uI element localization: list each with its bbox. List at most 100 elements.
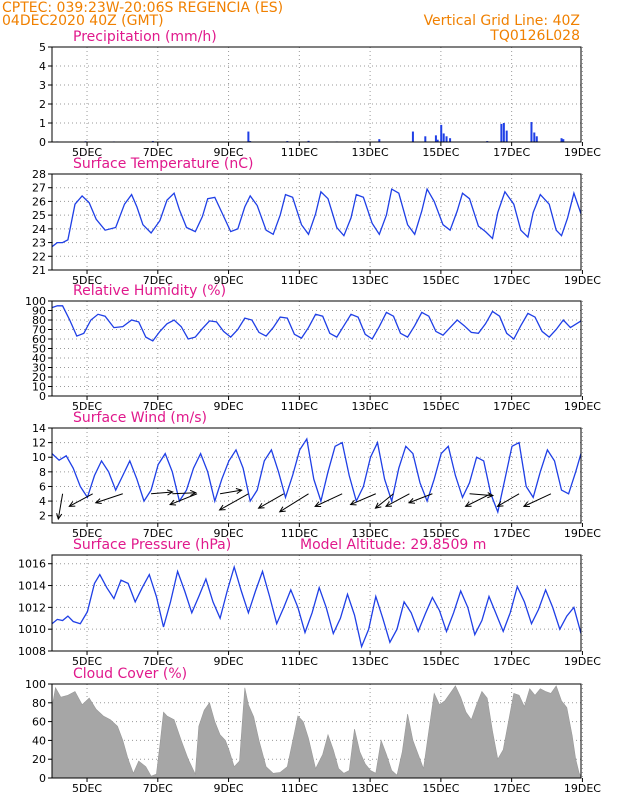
- header-date: 04DEC2020 40Z (GMT): [2, 13, 164, 29]
- y-tick-label: 10: [32, 451, 46, 464]
- precipitation-panel: 0 1 2 3 4 5 5DEC 7DEC 9DEC 11DEC 13DEC 15DEC 17DEC 19…: [39, 29, 601, 159]
- precip-bar: [378, 139, 381, 142]
- x-tick-label: 9DEC: [214, 655, 244, 668]
- wind-arrow-head: [189, 489, 197, 496]
- precip-bar: [424, 136, 427, 142]
- precip-bar: [434, 135, 437, 142]
- wind-arrow: [95, 493, 123, 504]
- x-tick-label: 11DEC: [281, 400, 318, 413]
- y-tick-label: 30: [32, 362, 46, 375]
- x-tick-label: 17DEC: [493, 400, 530, 413]
- y-tick-label: 12: [32, 437, 46, 450]
- precip-bar: [440, 124, 443, 142]
- y-tick-label: 1014: [18, 580, 46, 593]
- temp-line: [51, 187, 582, 248]
- x-tick-label: 13DEC: [352, 527, 389, 540]
- y-tick-label: 0: [39, 390, 46, 403]
- x-tick-label: 5DEC: [72, 655, 102, 668]
- wind-arrow-head: [496, 501, 504, 507]
- wind-arrow-head: [235, 488, 243, 495]
- x-tick-label: 9DEC: [214, 146, 244, 159]
- x-tick-label: 11DEC: [281, 655, 318, 668]
- y-tick-label: 20: [32, 753, 46, 766]
- wind-arrow-head: [56, 513, 63, 521]
- wind-arrow: [469, 493, 493, 497]
- x-tick-label: 11DEC: [281, 146, 318, 159]
- wind-arrow-head: [522, 501, 530, 507]
- x-tick-label: 5DEC: [72, 400, 102, 413]
- wind-arrow: [258, 493, 285, 509]
- x-tick-label: 15DEC: [422, 782, 459, 795]
- wind-arrow-head: [314, 501, 322, 507]
- y-tick-label: 1010: [18, 623, 46, 636]
- x-tick-label: 13DEC: [352, 655, 389, 668]
- precip-bar: [445, 136, 448, 142]
- precip-bar: [500, 123, 503, 142]
- x-tick-label: 13DEC: [352, 146, 389, 159]
- x-tick-label: 7DEC: [143, 655, 173, 668]
- plot-frame: [51, 554, 582, 652]
- wind-arrow: [219, 493, 249, 511]
- y-tick-label: 80: [32, 697, 46, 710]
- wind-arrow-head: [349, 499, 357, 506]
- pressure-line: [51, 564, 582, 649]
- header-run-code: TQ0126L028: [489, 28, 580, 44]
- x-tick-label: 13DEC: [352, 400, 389, 413]
- x-tick-label: 15DEC: [422, 655, 459, 668]
- y-tick-label: 4: [39, 495, 46, 508]
- precip-bar: [533, 132, 536, 142]
- plot-frame: [51, 427, 582, 524]
- x-tick-label: 11DEC: [281, 274, 318, 287]
- y-tick-label: 40: [32, 734, 46, 747]
- x-tick-label: 11DEC: [281, 782, 318, 795]
- wind-arrow-head: [169, 499, 177, 506]
- wind-arrow: [151, 491, 173, 495]
- wind-arrow: [465, 493, 491, 507]
- y-tick-label: 5: [39, 41, 46, 54]
- x-tick-label: 15DEC: [422, 146, 459, 159]
- precip-bar: [560, 138, 563, 142]
- x-tick-label: 5DEC: [72, 782, 102, 795]
- y-tick-label: 6: [39, 480, 46, 493]
- y-tick-label: 28: [32, 168, 46, 181]
- wind-arrow-head: [464, 501, 472, 507]
- y-tick-label: 50: [32, 343, 46, 356]
- wind-arrow-head: [487, 492, 495, 499]
- precip-bar: [247, 131, 250, 142]
- x-tick-label: 17DEC: [493, 655, 530, 668]
- header-grid-note: Vertical Grid Line: 40Z: [424, 13, 580, 29]
- y-tick-label: 21: [32, 264, 46, 277]
- wind-arrow: [279, 493, 309, 513]
- x-tick-label: 7DEC: [143, 146, 173, 159]
- wind-arrow-head: [384, 501, 393, 507]
- precip-bar: [449, 138, 452, 142]
- plot-frame: [51, 683, 582, 779]
- precip-bar: [436, 139, 439, 142]
- wind-line: [51, 437, 582, 515]
- header-station: CPTEC: 039:23W-20:06S REGENCIA (ES): [2, 0, 283, 16]
- x-tick-label: 15DEC: [422, 274, 459, 287]
- precip-bar: [535, 136, 538, 142]
- y-tick-label: 24: [32, 223, 46, 236]
- y-tick-label: 70: [32, 324, 46, 337]
- wind-arrow: [169, 493, 198, 506]
- wind-arrow: [385, 493, 410, 507]
- wind-arrow: [375, 493, 394, 509]
- precip-bar: [307, 140, 310, 142]
- wind-panel: 2 4 68 1012 14 5DEC 7DEC 9DEC 11DEC 13DEC 15DEC 17D…: [32, 410, 601, 540]
- panel-title: Surface Wind (m/s): [73, 410, 207, 426]
- x-tick-label: 19DEC: [564, 146, 601, 159]
- x-tick-label: 19DEC: [564, 782, 601, 795]
- x-tick-label: 9DEC: [214, 400, 244, 413]
- x-tick-label: 9DEC: [214, 527, 244, 540]
- y-tick-label: 60: [32, 333, 46, 346]
- x-tick-label: 5DEC: [72, 146, 102, 159]
- wind-arrow-head: [94, 498, 102, 505]
- wind-arrow: [497, 493, 520, 507]
- x-tick-label: 19DEC: [564, 274, 601, 287]
- wind-arrow-head: [374, 502, 382, 509]
- wind-vectors: [56, 488, 552, 521]
- x-tick-label: 9DEC: [214, 274, 244, 287]
